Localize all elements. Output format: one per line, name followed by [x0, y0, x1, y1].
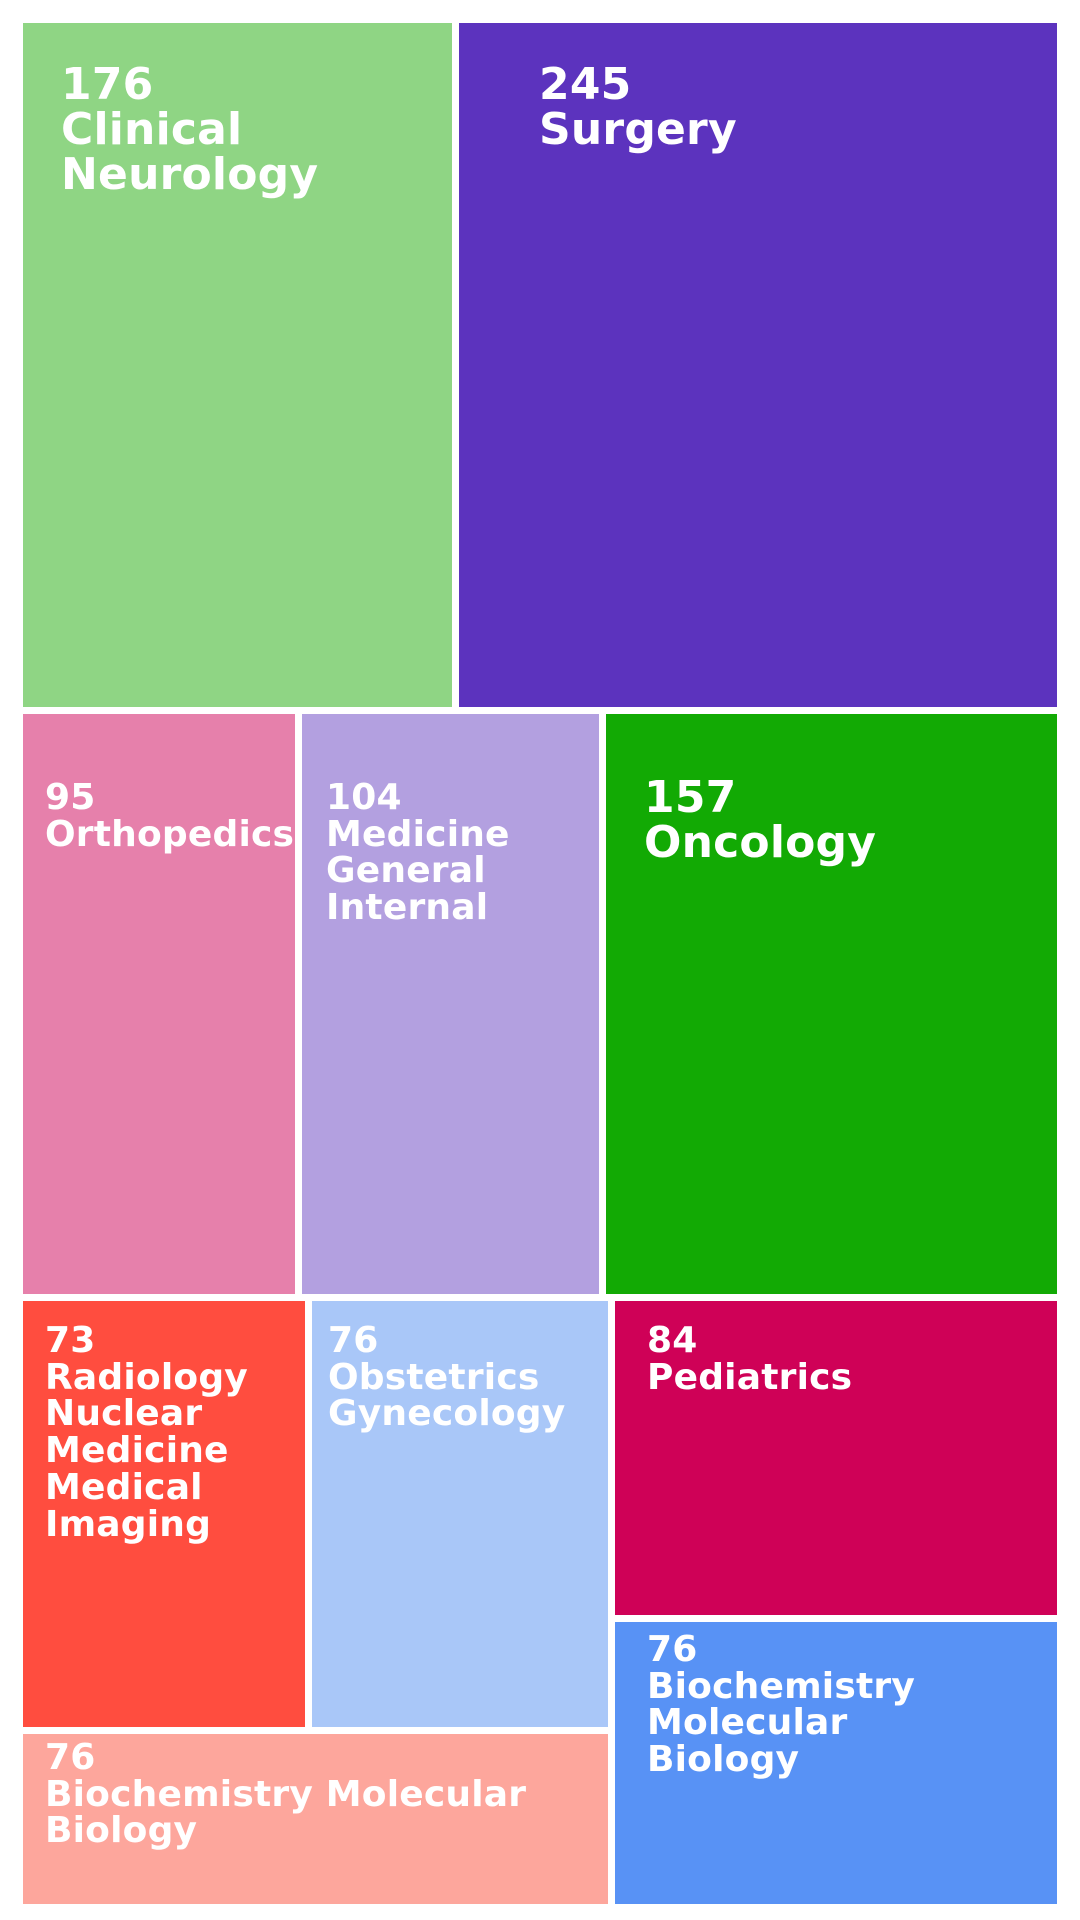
tile-label: Oncology	[644, 816, 877, 868]
tile-text: 76 Biochemistry Molecular Biology	[45, 1737, 527, 1852]
tile-text: 157 Oncology	[644, 772, 877, 868]
tile-text: 84 Pediatrics	[647, 1320, 853, 1398]
tile-text: 76 Obstetrics Gynecology	[328, 1320, 566, 1435]
tile-biochemistry-molecular-biology-salmon: 76 Biochemistry Molecular Biology	[23, 1734, 608, 1904]
tile-orthopedics: 95 Orthopedics	[23, 714, 295, 1294]
tile-text: 104 Medicine General Internal	[326, 777, 510, 929]
tile-value: 76	[328, 1320, 379, 1361]
tile-value: 76	[647, 1629, 698, 1670]
tile-text: 73 Radiology Nuclear Medicine Medical Im…	[45, 1320, 248, 1545]
tile-value: 176	[61, 59, 154, 110]
tile-text: 245 Surgery	[539, 59, 737, 155]
tile-label: Medicine General Internal	[326, 813, 510, 929]
tile-label: Clinical Neurology	[61, 103, 319, 200]
tile-obstetrics-gynecology: 76 Obstetrics Gynecology	[312, 1301, 608, 1727]
tile-label: Pediatrics	[647, 1356, 853, 1398]
tile-medicine-general-internal: 104 Medicine General Internal	[302, 714, 599, 1294]
tile-clinical-neurology: 176 Clinical Neurology	[23, 23, 452, 707]
tile-value: 76	[45, 1737, 96, 1778]
tile-surgery: 245 Surgery	[459, 23, 1057, 707]
tile-text: 176 Clinical Neurology	[61, 59, 319, 200]
tile-biochemistry-molecular-biology-blue: 76 Biochemistry Molecular Biology	[615, 1622, 1057, 1904]
tile-value: 104	[326, 777, 402, 818]
tile-label: Surgery	[539, 103, 737, 155]
tile-label: Orthopedics	[45, 813, 295, 855]
tile-label: Biochemistry Molecular Biology	[647, 1665, 916, 1781]
tile-value: 245	[539, 59, 632, 110]
tile-label: Radiology Nuclear Medicine Medical Imagi…	[45, 1356, 248, 1545]
tile-text: 95 Orthopedics	[45, 777, 295, 855]
tile-radiology-nuclear-medicine: 73 Radiology Nuclear Medicine Medical Im…	[23, 1301, 305, 1727]
tile-label: Biochemistry Molecular Biology	[45, 1773, 527, 1852]
tile-text: 76 Biochemistry Molecular Biology	[647, 1629, 916, 1781]
tile-label: Obstetrics Gynecology	[328, 1356, 566, 1435]
tile-value: 95	[45, 777, 96, 818]
tile-value: 84	[647, 1320, 698, 1361]
tile-pediatrics: 84 Pediatrics	[615, 1301, 1057, 1615]
tile-value: 157	[644, 772, 737, 823]
tile-oncology: 157 Oncology	[606, 714, 1057, 1294]
tile-value: 73	[45, 1320, 96, 1361]
